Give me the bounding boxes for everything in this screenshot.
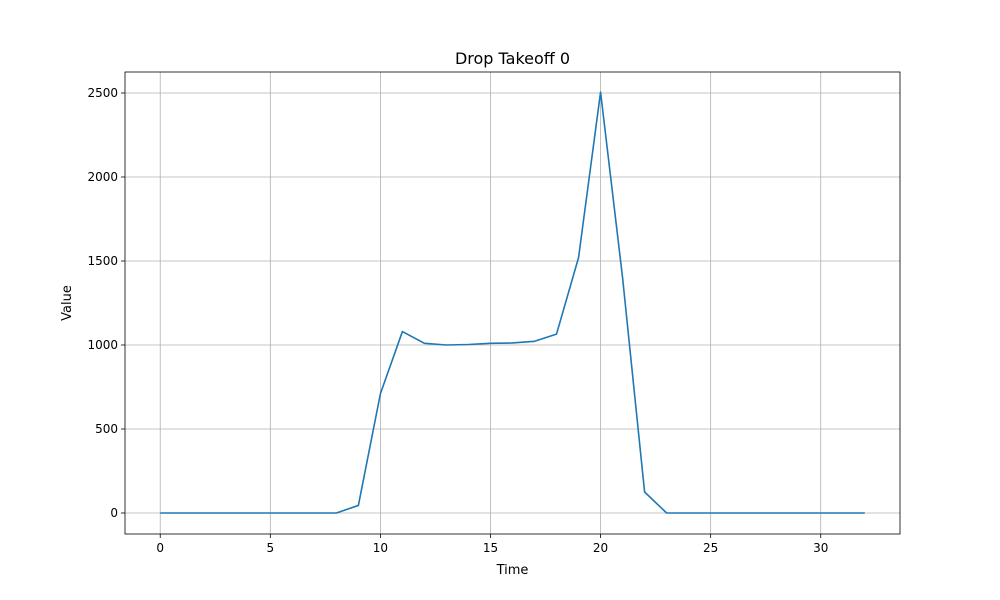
y-tick-label: 2500: [87, 86, 118, 100]
y-tick-label: 0: [110, 506, 118, 520]
y-axis-label: Value: [60, 285, 75, 321]
plot-frame: [124, 71, 901, 535]
x-tick-label: 15: [483, 541, 498, 555]
y-tick-label: 2000: [87, 170, 118, 184]
x-tick-label: 25: [703, 541, 718, 555]
y-tick-label: 500: [95, 422, 118, 436]
y-tick-label: 1000: [87, 338, 118, 352]
series-line: [160, 91, 865, 514]
x-tick-label: 5: [266, 541, 274, 555]
grid-lines: [125, 72, 900, 534]
x-tick-label: 30: [813, 541, 828, 555]
y-tick-label: 1500: [87, 254, 118, 268]
chart-title: Drop Takeoff 0: [455, 49, 570, 68]
x-tick-label: 0: [156, 541, 164, 555]
x-axis-label: Time: [496, 563, 529, 578]
tick-layer: 0 5 10 15 20 25 30 0 500 1000 1500 2000 2500: [87, 86, 828, 555]
x-tick-label: 20: [593, 541, 608, 555]
x-tick-label: 10: [373, 541, 388, 555]
series-layer: [160, 91, 865, 514]
